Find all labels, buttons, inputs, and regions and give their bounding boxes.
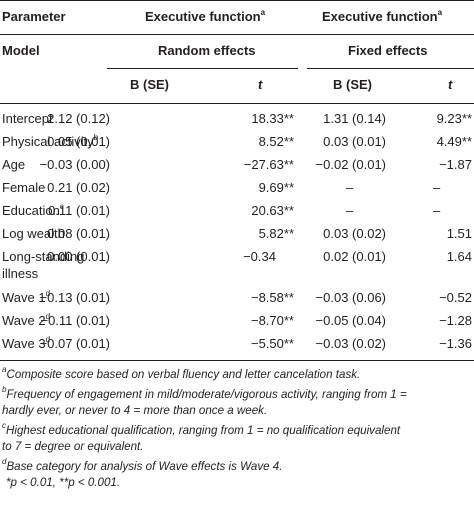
- row-label: Log wealth: [2, 226, 65, 241]
- random-effects-underline: [107, 68, 298, 69]
- cell-t-fixed: 1.64: [446, 249, 472, 264]
- group-header-fixed-effects: Fixed effects: [348, 43, 428, 58]
- footnote-c-mark: c: [2, 421, 6, 431]
- footnote-c-line2: to 7 = degree or equivalent.: [2, 440, 144, 453]
- row-label: Physical activityb: [2, 132, 99, 149]
- cell-b-fixed: −0.03 (0.02): [315, 336, 386, 351]
- footnote-d: dBase category for analysis of Wave effe…: [2, 457, 472, 475]
- cell-t-fixed: −1.28: [439, 313, 472, 328]
- footnote-mark: b: [93, 132, 99, 142]
- cell-b-fixed: 1.31 (0.14): [323, 111, 386, 126]
- cell-b-random: −0.03 (0.00): [39, 157, 110, 172]
- cell-t-random: −8.58**: [250, 290, 294, 305]
- table-bottom-rule: [0, 360, 474, 361]
- cell-t-fixed: −1.87: [439, 157, 472, 172]
- row-label: Long-standing: [2, 249, 85, 264]
- table-footnotes: aComposite score based on verbal fluency…: [2, 365, 472, 491]
- row-label-text: Wave 2: [2, 313, 46, 328]
- top-rule: [0, 0, 474, 1]
- col-header-parameter: Parameter: [2, 9, 66, 24]
- cell-b-fixed: 0.02 (0.01): [323, 249, 386, 264]
- cell-b-fixed: 0.03 (0.02): [323, 226, 386, 241]
- cell-b-fixed: −0.03 (0.06): [315, 290, 386, 305]
- row-label: Female: [2, 180, 46, 195]
- cell-t-random: 5.82**: [258, 226, 294, 241]
- group-header-2-footnote-mark: a: [437, 7, 443, 17]
- cell-t-fixed: 1.51: [446, 226, 472, 241]
- group-header-1-footnote-mark: a: [260, 7, 266, 17]
- footnote-mark: d: [45, 334, 51, 344]
- cell-t-fixed: –: [433, 203, 441, 218]
- cell-b-random: 0.11 (0.01): [48, 203, 110, 218]
- group-header-executive-function-1: Executive functiona: [145, 7, 266, 24]
- row-label: Age: [2, 157, 26, 172]
- cell-t-random: −0.34: [243, 249, 276, 264]
- footnote-d-text: Base category for analysis of Wave effec…: [6, 460, 283, 473]
- col-header-b-se-fixed: B (SE): [333, 77, 372, 92]
- row-label: Wave 3d: [2, 334, 51, 351]
- footnote-b-mark: b: [2, 385, 7, 395]
- footnote-c-text-line1: Highest educational qualification, rangi…: [6, 424, 401, 437]
- col-header-model: Model: [2, 43, 40, 58]
- cell-t-random: −5.50**: [250, 336, 294, 351]
- cell-b-random: −0.07 (0.01): [39, 336, 110, 351]
- cell-b-random: 0.08 (0.01): [47, 226, 110, 241]
- cell-t-random: 8.52**: [258, 134, 294, 149]
- cell-t-fixed: −0.52: [439, 290, 472, 305]
- row-label: Wave 2d: [2, 311, 51, 328]
- footnote-mark: d: [45, 288, 51, 298]
- footnote-mark: d: [45, 311, 51, 321]
- col-header-t-random: t: [258, 77, 263, 92]
- footnote-b-line2: hardly ever, or never to 4 = more than o…: [2, 404, 268, 417]
- cell-b-fixed: –: [346, 180, 354, 195]
- cell-t-fixed: −1.36: [439, 336, 472, 351]
- row-label-continued: illness: [2, 266, 39, 281]
- cell-b-fixed: −0.02 (0.01): [315, 157, 386, 172]
- footnote-a-mark: a: [2, 365, 7, 375]
- cell-b-random: 0.21 (0.02): [47, 180, 110, 195]
- footnote-b: bFrequency of engagement in mild/moderat…: [2, 385, 472, 403]
- header-bottom-rule: [0, 103, 474, 104]
- row-label-text: Education: [2, 203, 60, 218]
- row-label: Intercept: [2, 111, 53, 126]
- cell-b-random: −0.11 (0.01): [40, 313, 110, 328]
- cell-b-fixed: −0.05 (0.04): [315, 313, 386, 328]
- fixed-effects-underline: [307, 68, 474, 69]
- cell-t-fixed: 4.49**: [436, 134, 472, 149]
- cell-b-random: 0.05 (0.01): [47, 134, 110, 149]
- group-header-2-text: Executive function: [322, 9, 438, 24]
- group-header-1-text: Executive function: [145, 9, 261, 24]
- cell-b-random: 2.12 (0.12): [47, 111, 110, 126]
- cell-t-fixed: 9.23**: [436, 111, 472, 126]
- footnote-a-text: Composite score based on verbal fluency …: [6, 368, 361, 381]
- cell-t-random: 9.69**: [258, 180, 294, 195]
- footnote-mark: c: [59, 201, 64, 211]
- cell-t-random: 20.63**: [251, 203, 294, 218]
- cell-t-random: 18.33**: [251, 111, 294, 126]
- cell-t-fixed: –: [433, 180, 441, 195]
- row-label: Wave 1d: [2, 288, 51, 305]
- footnote-c: cHighest educational qualification, rang…: [2, 421, 472, 439]
- col-header-t-fixed-text: t: [448, 77, 453, 92]
- footnote-a: aComposite score based on verbal fluency…: [2, 365, 472, 383]
- cell-b-random: 0.00 (0.01): [47, 249, 110, 264]
- col-header-t-fixed: t: [448, 77, 452, 92]
- row-label-text: Physical activity: [2, 134, 94, 149]
- row-label: Educationc: [2, 201, 64, 218]
- cell-t-random: −8.70**: [250, 313, 294, 328]
- cell-b-random: −0.13 (0.01): [39, 290, 110, 305]
- footnote-b-text-line1: Frequency of engagement in mild/moderate…: [6, 388, 407, 401]
- col-header-b-se-random: B (SE): [130, 77, 169, 92]
- group-header-executive-function-2: Executive functiona: [322, 7, 443, 24]
- header-rule-1: [0, 34, 474, 35]
- row-label-text: Wave 3: [2, 336, 46, 351]
- cell-b-fixed: 0.03 (0.01): [323, 134, 386, 149]
- cell-b-fixed: –: [346, 203, 354, 218]
- cell-t-random: −27.63**: [243, 157, 294, 172]
- footnote-d-mark: d: [2, 457, 7, 467]
- group-header-random-effects: Random effects: [158, 43, 256, 58]
- row-label-text: Wave 1: [2, 290, 46, 305]
- footnote-p-values: *p < 0.01, **p < 0.001.: [6, 476, 121, 489]
